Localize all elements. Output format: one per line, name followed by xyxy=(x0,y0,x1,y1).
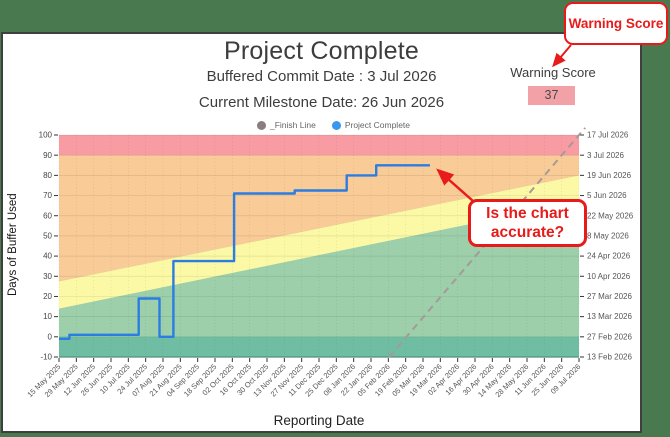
right-axis-label: 19 Jun 2026 xyxy=(587,171,632,180)
y-tick-label: 100 xyxy=(39,131,53,140)
right-axis-label: 24 Apr 2026 xyxy=(587,252,631,261)
current-milestone-date: Current Milestone Date: 26 Jun 2026 xyxy=(198,94,445,111)
y-axis-title: Days of Buffer Used xyxy=(7,193,19,297)
y-tick-label: 70 xyxy=(43,191,52,200)
right-axis-label: 17 Jul 2026 xyxy=(587,131,629,140)
callout-text: Warning Score xyxy=(568,16,664,31)
y-tick-label: 10 xyxy=(43,312,52,321)
legend-item-project-complete[interactable]: Project Complete xyxy=(331,120,411,130)
warning-score-callout[interactable]: Warning Score xyxy=(564,2,668,45)
y-tick-label: 90 xyxy=(43,151,52,160)
right-axis-label: 22 May 2026 xyxy=(587,211,634,220)
zone-yellow xyxy=(59,175,579,309)
buffered-commit-date: Buffered Commit Date : 3 Jul 2026 xyxy=(206,68,437,85)
right-axis-label: 5 Jun 2026 xyxy=(587,191,627,200)
right-axis-label: 27 Mar 2026 xyxy=(587,292,632,301)
page-title: Project Complete xyxy=(224,37,419,65)
right-axis-label: 13 Feb 2026 xyxy=(587,353,632,362)
x-axis-title: Reporting Date xyxy=(273,413,365,428)
y-tick-label: 80 xyxy=(43,171,52,180)
right-axis-label: 3 Jul 2026 xyxy=(587,151,624,160)
y-tick-label: 20 xyxy=(43,292,52,301)
zone-red xyxy=(59,135,579,156)
legend-label: _Finish Line xyxy=(269,120,316,130)
right-axis-label: 10 Apr 2026 xyxy=(587,272,631,281)
chart-legend: _Finish Line Project Complete xyxy=(3,120,640,130)
y-tick-label: 50 xyxy=(43,232,52,241)
callout-text-line2: accurate? xyxy=(490,224,565,241)
right-axis-label: 8 May 2026 xyxy=(587,232,629,241)
legend-item-finish-line[interactable]: _Finish Line xyxy=(256,120,316,130)
project-complete-dot-icon xyxy=(331,120,341,130)
y-tick-label: 0 xyxy=(48,332,53,341)
callout-text-line1: Is the chart xyxy=(486,204,569,222)
legend-label: Project Complete xyxy=(344,120,411,130)
series-project-complete xyxy=(59,164,430,341)
chart-accuracy-callout[interactable]: Is the chart accurate? xyxy=(468,199,587,247)
warning-score-value: 37 xyxy=(528,86,575,105)
y-tick-label: 30 xyxy=(43,272,52,281)
warning-score-label: Warning Score xyxy=(510,65,596,80)
finish-line-dot-icon xyxy=(256,120,266,130)
right-axis-label: 13 Mar 2026 xyxy=(587,312,632,321)
zone-teal xyxy=(59,336,579,357)
right-axis-label: 27 Feb 2026 xyxy=(587,332,632,341)
y-tick-label: 60 xyxy=(43,211,52,220)
report-panel: Project Complete Buffered Commit Date : … xyxy=(1,32,642,433)
y-tick-label: 40 xyxy=(43,252,52,261)
y-tick-label: -10 xyxy=(40,353,52,362)
